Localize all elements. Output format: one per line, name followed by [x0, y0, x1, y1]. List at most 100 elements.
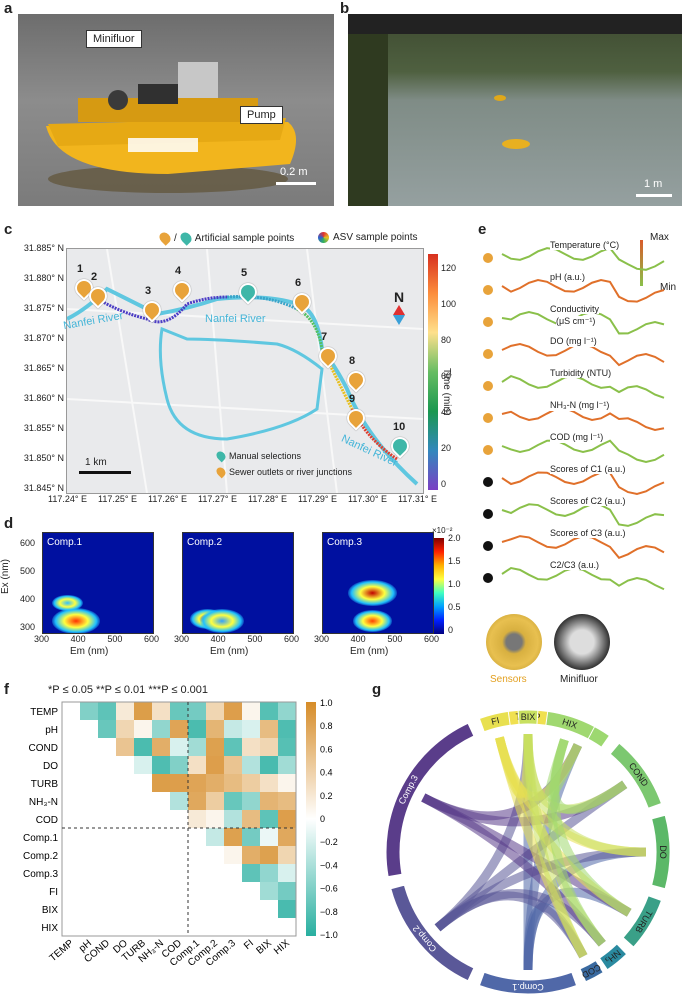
chord-segment — [651, 814, 671, 890]
corr-cell — [206, 792, 224, 810]
corr-cell — [260, 846, 278, 864]
corr-cell — [170, 738, 188, 756]
eem-plot: Comp.2 — [182, 532, 294, 634]
min-label: Min — [660, 282, 677, 293]
corr-cell — [170, 774, 188, 792]
panel-label-g: g — [372, 681, 382, 698]
time-colorbar-title: Time (min) — [441, 368, 452, 416]
panel-label-b: b — [340, 0, 350, 17]
sensors-image — [486, 614, 542, 670]
minifluor-label: Minifluor — [560, 674, 598, 685]
eem-xtick: 400 — [70, 634, 86, 644]
trace-marker — [483, 509, 493, 519]
corr-row-label: BIX — [42, 905, 58, 916]
eem-peak — [51, 607, 101, 633]
eem-colorbar — [434, 538, 444, 634]
trace-marker — [483, 381, 493, 391]
chord-segment — [609, 742, 663, 809]
legend-asv: ASV sample points — [318, 232, 418, 243]
chord-segment — [517, 709, 539, 725]
chord-segment — [478, 710, 511, 733]
corr-cell — [206, 738, 224, 756]
trace-line — [501, 503, 665, 527]
lon-tick: 117.28° E — [248, 494, 287, 504]
corr-colorbar-tick: 0.6 — [320, 744, 333, 754]
eem-plot: Comp.1 — [42, 532, 154, 634]
corr-row-label: TURB — [31, 779, 59, 790]
minifluor-image — [554, 614, 610, 670]
scale-label-b: 1 m — [644, 178, 663, 190]
corr-cell — [152, 720, 170, 738]
legend-asv-label: ASV sample points — [333, 232, 418, 243]
eem-plot: Comp.3 — [322, 532, 434, 634]
panel-label-f: f — [4, 681, 9, 698]
eem-ytick: 400 — [20, 594, 36, 604]
trace-marker — [483, 349, 493, 359]
trace-marker — [483, 445, 493, 455]
scale-bar-b — [636, 194, 672, 197]
max-label: Max — [650, 232, 669, 243]
panel-label-a: a — [4, 0, 13, 17]
corr-cell — [242, 846, 260, 864]
minifluor-callout: Minifluor — [86, 30, 142, 48]
lon-tick: 117.27° E — [198, 494, 237, 504]
trace-marker — [483, 317, 493, 327]
eem-comp-title: Comp.3 — [327, 537, 363, 548]
corr-cell — [134, 702, 152, 720]
lat-tick: 31.880° N — [23, 273, 64, 283]
corr-cell — [152, 774, 170, 792]
eem-comp-title: Comp.2 — [187, 537, 223, 548]
corr-colorbar-tick: −0.8 — [320, 907, 338, 917]
corr-col-label: HIX — [272, 938, 292, 957]
lon-tick: 117.26° E — [148, 494, 187, 504]
time-tick: 80 — [441, 335, 452, 345]
sample-point-number: 9 — [349, 393, 356, 405]
trace-line — [501, 535, 665, 559]
corr-cell — [278, 756, 296, 774]
corr-row-label: TEMP — [30, 707, 58, 718]
trace-label: Conductivity — [550, 304, 600, 314]
trace-marker — [483, 253, 493, 263]
corr-row-label: pH — [45, 725, 58, 736]
chord-segment — [385, 722, 475, 878]
legend-manual-label: Manual selections — [229, 451, 302, 461]
trace-marker — [483, 413, 493, 423]
eem-xtick: 400 — [210, 634, 226, 644]
corr-col-label: FI — [242, 938, 256, 952]
lon-tick: 117.29° E — [298, 494, 337, 504]
corr-col-label: BIX — [255, 938, 275, 957]
river-photo: 1 m — [348, 14, 682, 206]
sample-point-number: 8 — [349, 355, 356, 367]
time-tick: 120 — [441, 263, 457, 273]
corr-cell — [188, 810, 206, 828]
corr-cell — [152, 756, 170, 774]
corr-cell — [242, 774, 260, 792]
time-tick: 60 — [441, 371, 452, 381]
trace-marker — [483, 573, 493, 583]
corr-cell — [170, 792, 188, 810]
trace-label: NH₃-N (mg l⁻¹) — [550, 400, 610, 411]
corr-colorbar-tick: 1.0 — [320, 698, 333, 708]
asv-dot-icon — [318, 232, 329, 243]
sample-point-number: 4 — [175, 265, 182, 277]
legend-sewer-label: Sewer outlets or river junctions — [229, 467, 353, 477]
trace-unit: (μS cm⁻¹) — [556, 316, 596, 327]
eem-xtick: 600 — [144, 634, 160, 644]
eem-ylabel: Ex (nm) — [0, 559, 11, 594]
eem-xtick: 500 — [107, 634, 123, 644]
corr-cell — [278, 774, 296, 792]
eem-colorbar-tick: 2.0 — [448, 533, 461, 543]
corr-cell — [206, 774, 224, 792]
corr-col-label: TEMP — [48, 938, 77, 964]
lat-tick: 31.870° N — [23, 333, 64, 343]
trace-line — [501, 471, 665, 496]
eem-peak — [51, 594, 83, 612]
legend-sewer: Sewer outlets or river junctions — [214, 465, 353, 479]
corr-cell — [242, 792, 260, 810]
corr-cell — [260, 720, 278, 738]
corr-cell — [260, 810, 278, 828]
corr-cell — [224, 774, 242, 792]
scale-bar-a — [276, 182, 316, 185]
trace-label: Scores of C3 (a.u.) — [550, 528, 626, 538]
trace-line — [501, 310, 665, 335]
